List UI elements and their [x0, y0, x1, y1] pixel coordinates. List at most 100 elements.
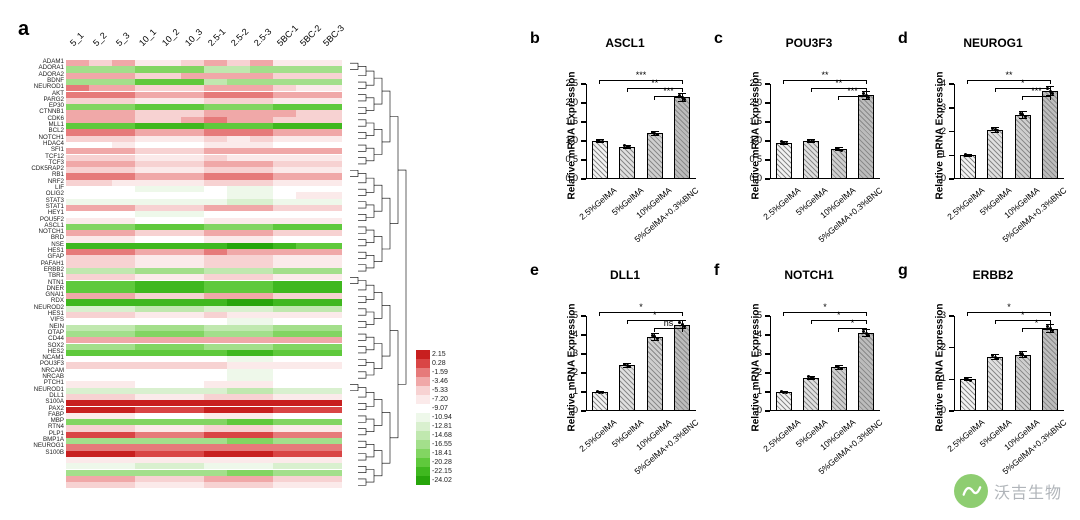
- heatmap-legend-value: -16.55: [432, 440, 452, 449]
- heatmap-cell: [319, 482, 342, 488]
- barchart-bar: [776, 392, 792, 411]
- barchart-bar: [858, 95, 874, 179]
- barchart-ytick-label: 3: [560, 348, 578, 358]
- heatmap-legend-value: -3.46: [432, 377, 448, 386]
- heatmap-cell: [273, 482, 296, 488]
- barchart-bar: [674, 97, 690, 179]
- barchart-ytick-label: 0: [560, 405, 578, 415]
- barchart-ytick-label: 1.0: [744, 135, 762, 145]
- barchart-ytick-label: 1: [928, 149, 946, 159]
- heatmap-legend-value: -14.68: [432, 431, 452, 440]
- heatmap-cell: [112, 482, 135, 488]
- barchart-bar: [987, 130, 1003, 179]
- heatmap-col-label: 2.5-1: [206, 26, 228, 48]
- barchart-bar: [1015, 355, 1031, 411]
- barchart-significance: ***: [1025, 86, 1049, 96]
- barchart-title: NOTCH1: [754, 268, 864, 282]
- barchart-title: ERBB2: [938, 268, 1048, 282]
- heatmap-legend-value: -12.81: [432, 422, 452, 431]
- barchart-ytick-label: 3: [928, 310, 946, 320]
- barchart-bar: [592, 392, 608, 411]
- barchart-bar: [803, 141, 819, 179]
- heatmap-col-label: 2.5-3: [252, 26, 274, 48]
- heatmap-legend-value: -7.20: [432, 395, 448, 404]
- heatmap-legend-value: -1.59: [432, 368, 448, 377]
- barchart-ytick-label: 0: [744, 405, 762, 415]
- barchart-significance: *: [1025, 318, 1049, 328]
- barchart-bar: [619, 365, 635, 411]
- heatmap-dendrogram: [342, 60, 410, 488]
- barchart-ytick-label: 4: [928, 78, 946, 88]
- barchart-ytick-label: 0: [928, 405, 946, 415]
- barchart-bar: [592, 141, 608, 179]
- heatmap-cell: [66, 482, 89, 488]
- barchart-title: ASCL1: [570, 36, 680, 50]
- barchart-bar: [647, 133, 663, 179]
- heatmap-cell: [227, 482, 250, 488]
- barchart-bar: [619, 147, 635, 179]
- barchart-ytick-label: 0.5: [744, 154, 762, 164]
- barchart-ytick-label: 1.0: [560, 135, 578, 145]
- barchart-ytick-label: 0.0: [744, 173, 762, 183]
- heatmap: 5_15_25_310_110_210_32.5-12.5-22.5-35BC-…: [66, 42, 490, 500]
- barchart-significance: *: [841, 318, 865, 328]
- barchart-ytick-label: 2.5: [560, 78, 578, 88]
- heatmap-legend-value: -20.28: [432, 458, 452, 467]
- barchart-title: NEUROG1: [938, 36, 1048, 50]
- barchart-ytick-label: 2.0: [744, 97, 762, 107]
- heatmap-col-label: 5_2: [91, 30, 109, 48]
- barchart-significance: ***: [841, 86, 865, 96]
- barchart-bar: [960, 155, 976, 179]
- heatmap-legend: 2.150.28-1.59-3.46-5.33-7.20-9.07-10.94-…: [416, 349, 452, 484]
- heatmap-col-label: 5BC-2: [298, 23, 323, 48]
- barchart-neurog1: NEUROG1Relative mRNA Expression012342.5%…: [928, 36, 1078, 251]
- heatmap-row-label: S100B: [4, 449, 64, 456]
- barchart-bar: [987, 357, 1003, 411]
- barchart-ytick-label: 1.5: [744, 116, 762, 126]
- watermark: 沃吉生物: [954, 474, 1062, 508]
- heatmap-legend-value: 0.28: [432, 359, 446, 368]
- barchart-pou3f3: POU3F3Relative mRNA Expression0.00.51.01…: [744, 36, 894, 251]
- barchart-ytick-label: 0.5: [560, 154, 578, 164]
- barchart-ytick-label: 0.0: [560, 173, 578, 183]
- barchart-bar: [1015, 115, 1031, 179]
- barchart-bar: [858, 333, 874, 411]
- barchart-ytick-label: 1: [744, 386, 762, 396]
- heatmap-legend-value: -5.33: [432, 386, 448, 395]
- heatmap-cell: [204, 482, 227, 488]
- barchart-ytick-label: 2: [744, 367, 762, 377]
- heatmap-cell: [296, 482, 319, 488]
- barchart-ytick-label: 2.5: [744, 78, 762, 88]
- barchart-erbb2: ERBB2Relative mRNA Expression01232.5%Gel…: [928, 268, 1078, 483]
- barchart-ytick-label: 2: [560, 367, 578, 377]
- barchart-significance: ***: [657, 86, 681, 96]
- watermark-text: 沃吉生物: [994, 479, 1062, 503]
- heatmap-col-label: 5_1: [68, 30, 86, 48]
- heatmap-cell: [89, 482, 112, 488]
- barchart-ytick-label: 5: [560, 310, 578, 320]
- heatmap-col-label: 2.5-2: [229, 26, 251, 48]
- heatmap-col-label: 10_2: [160, 27, 181, 48]
- barchart-bar: [831, 367, 847, 411]
- heatmap-col-label: 5_3: [114, 30, 132, 48]
- heatmap-col-label: 5BC-1: [275, 23, 300, 48]
- barchart-bar: [960, 379, 976, 411]
- panel-label-b: b: [530, 30, 540, 48]
- barchart-ascl1: ASCL1Relative mRNA Expression0.00.51.01.…: [560, 36, 710, 251]
- barchart-dll1: DLL1Relative mRNA Expression0123452.5%Ge…: [560, 268, 710, 483]
- panel-label-a: a: [18, 18, 29, 41]
- heatmap-cell: [181, 482, 204, 488]
- heatmap-legend-value: -22.15: [432, 467, 452, 476]
- barchart-ytick-label: 1: [928, 373, 946, 383]
- barchart-bar: [1042, 329, 1058, 411]
- heatmap-col-label: 5BC-3: [321, 23, 346, 48]
- barchart-ytick-label: 5: [744, 310, 762, 320]
- barchart-ytick-label: 0: [928, 173, 946, 183]
- panel-label-d: d: [898, 30, 908, 48]
- heatmap-cell: [158, 482, 181, 488]
- heatmap-legend-value: -10.94: [432, 413, 452, 422]
- watermark-icon: [954, 474, 988, 508]
- heatmap-legend-value: -9.07: [432, 404, 448, 413]
- barchart-ytick-label: 4: [744, 329, 762, 339]
- panel-label-c: c: [714, 30, 723, 48]
